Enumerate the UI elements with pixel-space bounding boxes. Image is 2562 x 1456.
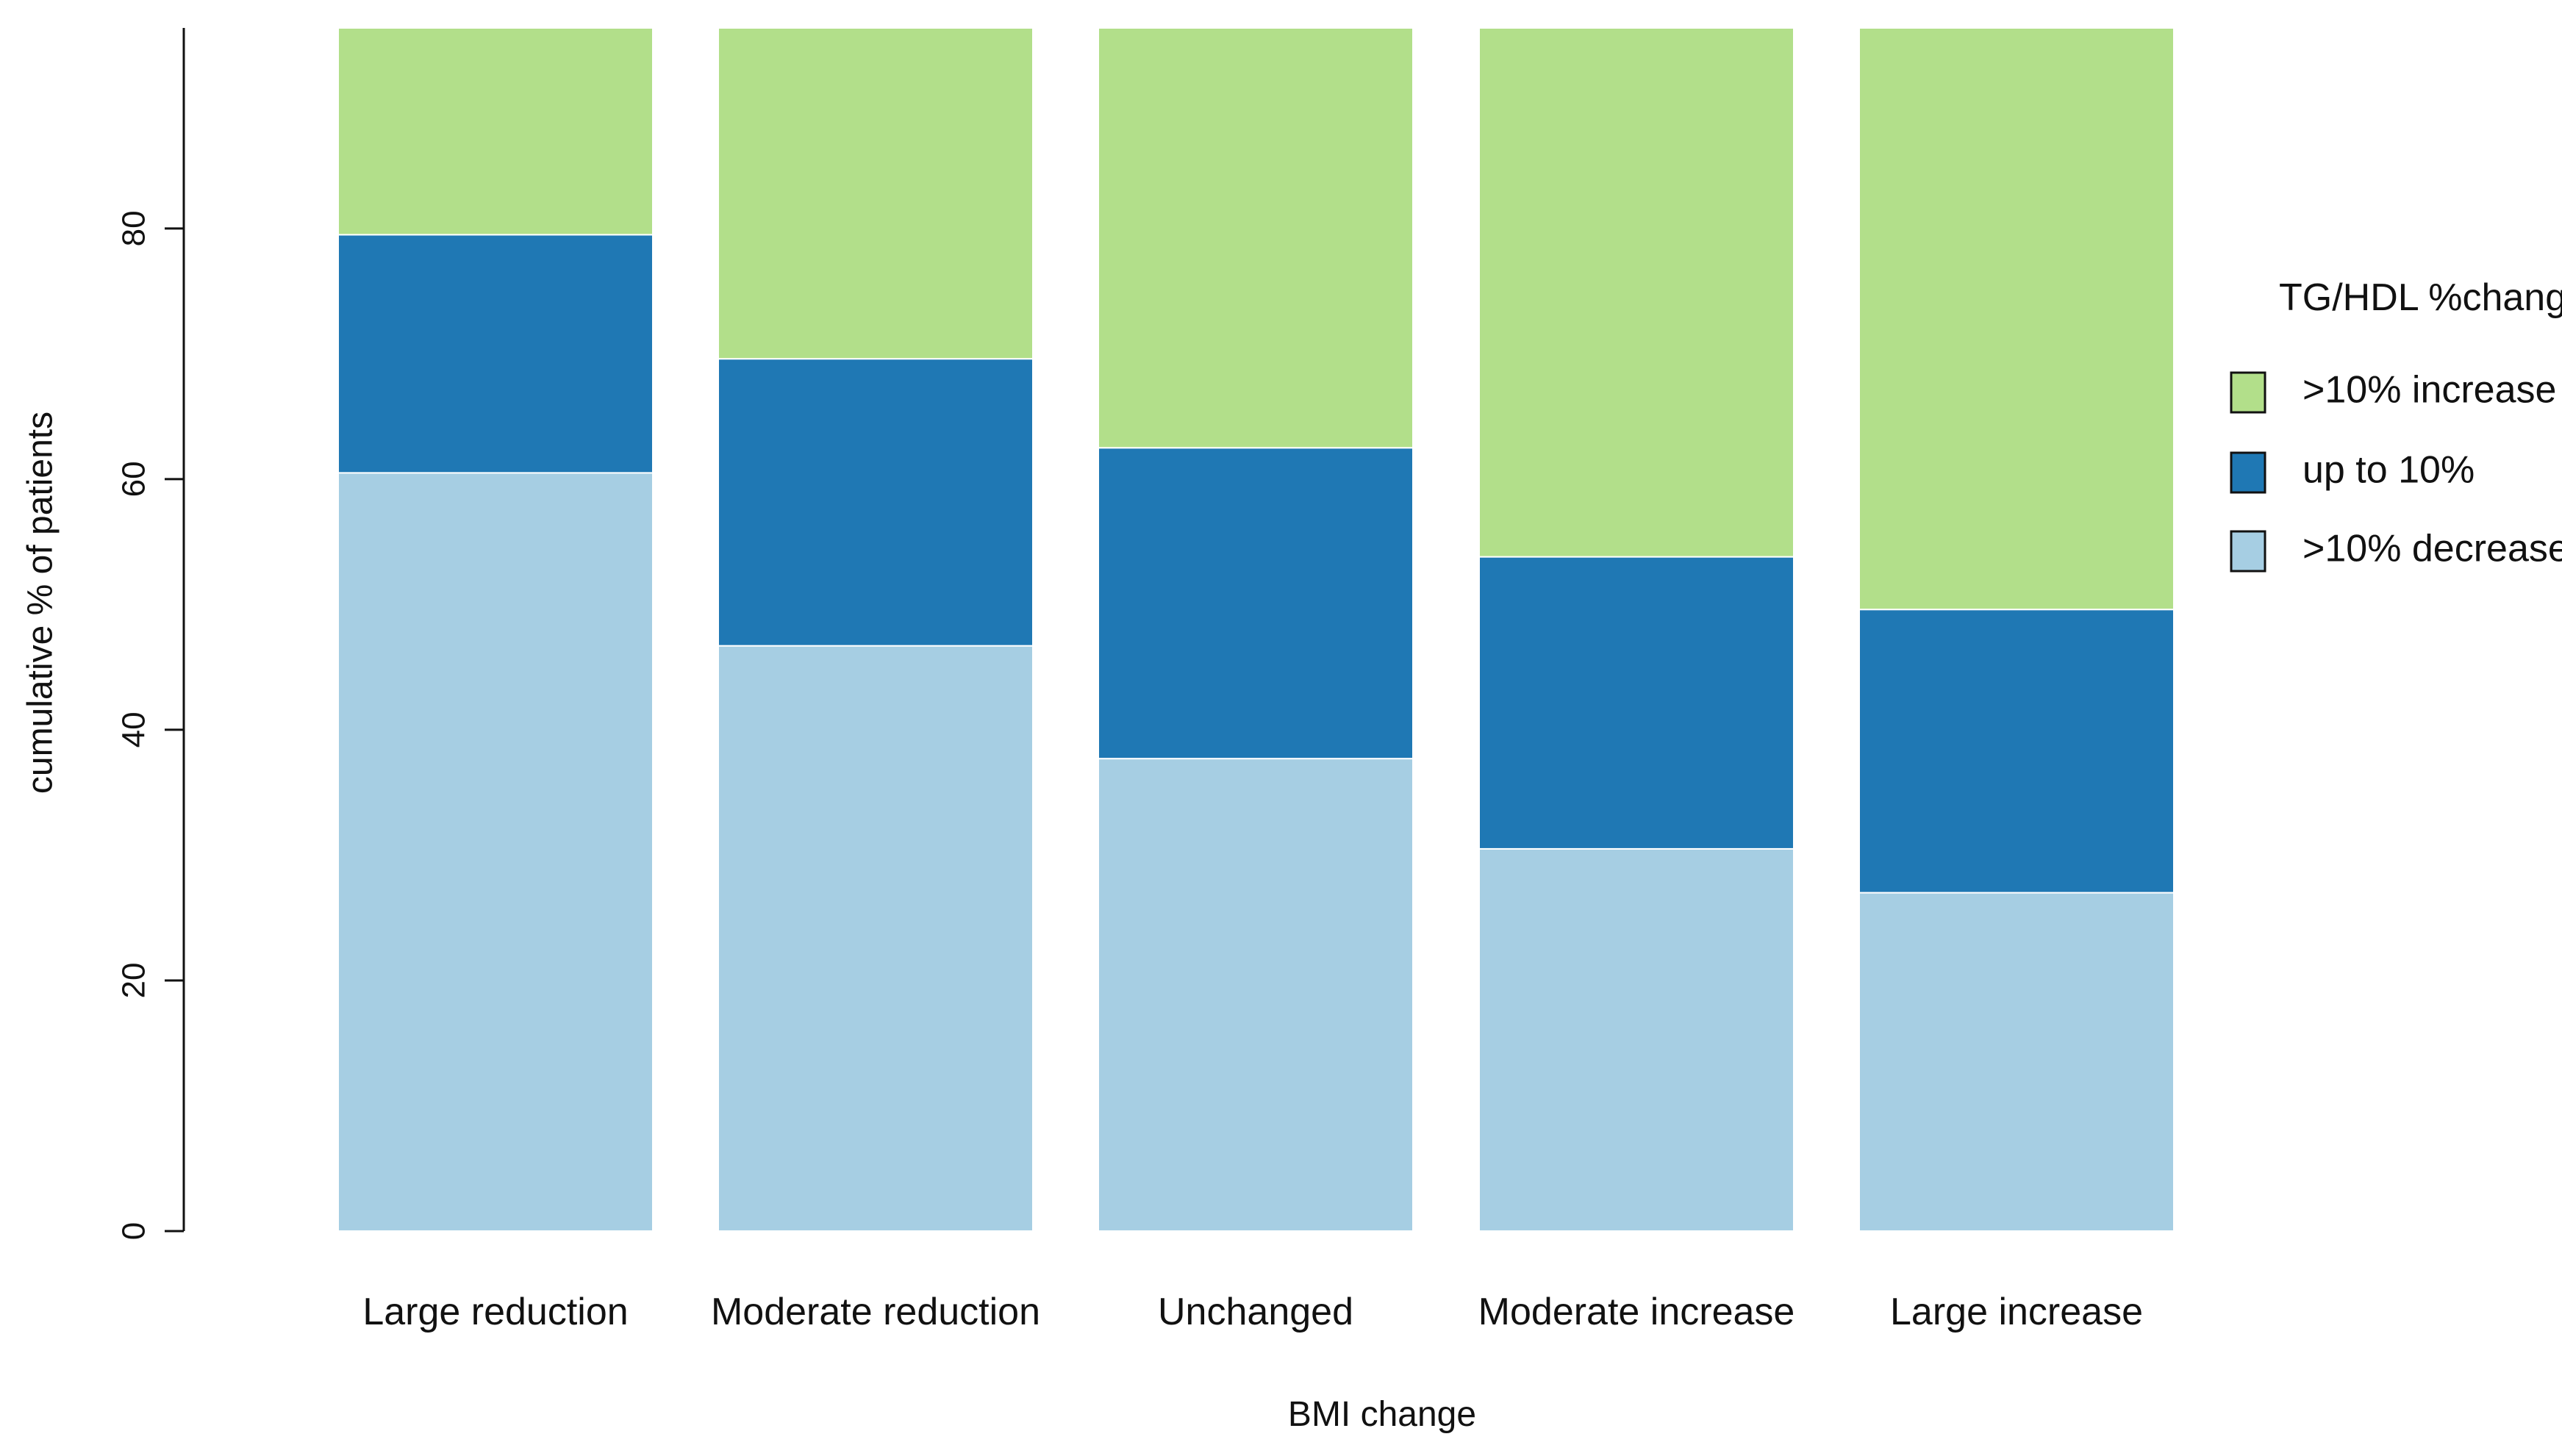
x-category-label-large-increase: Large increase [1890, 1291, 2143, 1333]
category-labels: Large reduction Moderate reduction Unchang… [362, 1291, 2143, 1333]
legend-label-up-to-10: up to 10% [2302, 449, 2475, 492]
bar-segment-moderate-reduction-up-to-10 [718, 358, 1034, 647]
y-tick-label-40: 40 [116, 711, 152, 747]
y-axis: 0 20 40 60 80 [116, 28, 185, 1240]
legend-label-10-increase: >10% increase [2302, 369, 2556, 412]
legend-title: TG/HDL %change [2279, 276, 2562, 319]
bar-segment-moderate-reduction-10-decrease [718, 645, 1034, 1232]
y-axis-title: cumulative % of patients [21, 412, 60, 794]
bar-segment-large-increase-10-decrease [1858, 892, 2175, 1232]
bar-group-large-reduction [337, 27, 654, 1232]
legend-swatch-10-decrease [2230, 530, 2266, 573]
bar-segment-unchanged-10-decrease [1098, 758, 1414, 1232]
x-category-label-moderate-reduction: Moderate reduction [711, 1291, 1040, 1333]
legend-swatch-up-to-10 [2230, 451, 2266, 494]
x-category-label-large-reduction: Large reduction [362, 1291, 628, 1333]
bar-group-unchanged [1098, 27, 1414, 1232]
bar-segment-large-reduction-10-increase [337, 27, 654, 236]
bar-segment-moderate-increase-10-increase [1478, 27, 1795, 558]
bar-group-moderate-reduction [718, 27, 1034, 1232]
bar-segment-moderate-increase-up-to-10 [1478, 556, 1795, 850]
y-tick-label-60: 60 [116, 461, 152, 497]
bar-segment-unchanged-10-increase [1098, 27, 1414, 449]
legend-label-10-decrease: >10% decrease [2302, 528, 2562, 570]
bar-group-large-increase [1858, 27, 2175, 1232]
y-tick-label-20: 20 [116, 962, 152, 998]
bar-segment-moderate-increase-10-decrease [1478, 847, 1795, 1233]
bar-segment-large-reduction-10-decrease [337, 472, 654, 1232]
bars [337, 27, 2175, 1233]
legend-swatch-10-increase [2230, 371, 2266, 414]
x-category-label-moderate-increase: Moderate increase [1478, 1291, 1795, 1333]
bar-segment-moderate-reduction-10-increase [718, 27, 1034, 360]
legend: TG/HDL %change >10% increase up to 10% >10… [2230, 276, 2562, 573]
y-tick-label-0: 0 [116, 1222, 152, 1240]
y-tick-label-80: 80 [116, 210, 152, 246]
x-axis-title: BMI change [1288, 1395, 1476, 1434]
x-category-label-unchanged: Unchanged [1158, 1291, 1353, 1333]
bar-segment-large-increase-10-increase [1858, 27, 2175, 611]
bar-segment-large-increase-up-to-10 [1858, 609, 2175, 894]
bar-segment-unchanged-up-to-10 [1098, 447, 1414, 760]
bar-segment-large-reduction-up-to-10 [337, 234, 654, 474]
bar-group-moderate-increase [1478, 27, 1795, 1233]
